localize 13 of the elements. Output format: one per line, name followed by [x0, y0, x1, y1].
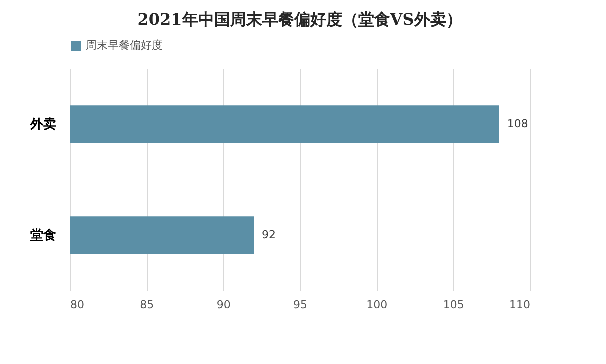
y-tick-label: 堂食	[30, 228, 56, 244]
x-tick-label: 85	[140, 298, 154, 312]
x-tick-label: 100	[366, 298, 388, 312]
x-tick-label: 110	[510, 298, 530, 312]
legend-label: 周末早餐偏好度	[86, 39, 163, 52]
x-tick-label: 90	[216, 298, 231, 312]
x-tick-label: 105	[443, 298, 464, 312]
x-tick-label: 95	[294, 298, 308, 312]
y-tick-label: 外卖	[30, 118, 56, 132]
x-tick-label: 80	[70, 298, 84, 312]
data-label: 108	[507, 118, 528, 130]
chart-title: 2021年中国周末早餐偏好度（堂食VS外卖）	[138, 10, 462, 29]
data-label: 92	[262, 228, 276, 242]
